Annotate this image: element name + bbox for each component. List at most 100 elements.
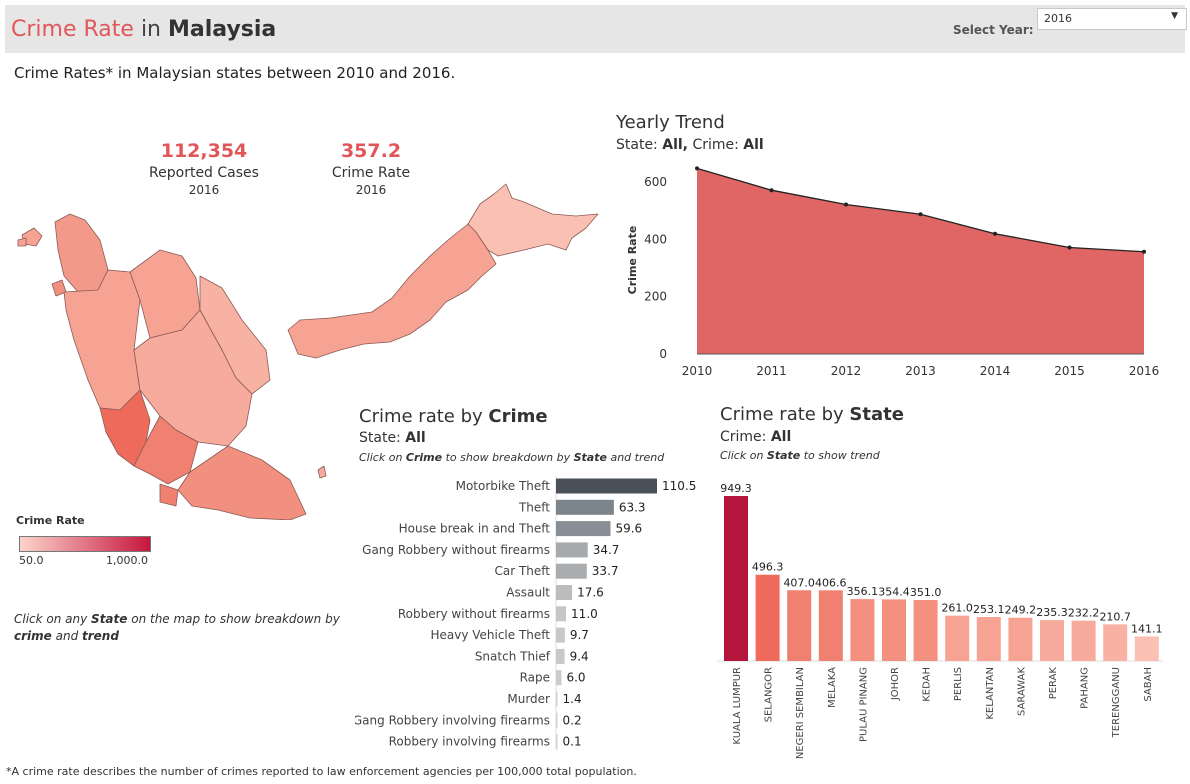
crime-category-label[interactable]: Robbery without firearms — [398, 607, 550, 621]
crime-value-label: 110.5 — [662, 479, 696, 493]
state-category-label[interactable]: JOHOR — [890, 667, 901, 701]
map-state-perak[interactable] — [63, 269, 141, 411]
crime-bar[interactable] — [556, 521, 611, 537]
state-panel-subtitle: Crime: All — [720, 429, 792, 445]
state-category-label[interactable]: PERLIS — [953, 667, 964, 701]
map-state-kedah[interactable] — [54, 213, 109, 293]
state-value-label: 261.0 — [941, 602, 973, 615]
crime-category-label[interactable]: Snatch Thief — [475, 649, 551, 663]
crime-bar[interactable] — [556, 734, 558, 750]
crime-category-label[interactable]: Car Theft — [494, 564, 550, 578]
crime-value-label: 1.4 — [563, 692, 582, 706]
crime-category-label[interactable]: Robbery involving firearms — [389, 735, 550, 749]
year-dropdown[interactable]: 2016 ▼ — [1037, 8, 1187, 30]
state-bar[interactable] — [913, 599, 938, 661]
crime-bar[interactable] — [556, 478, 657, 494]
map-island-tioman — [317, 465, 327, 479]
state-bar[interactable] — [976, 617, 1001, 661]
crime-category-label[interactable]: Gang Robbery without firearms — [362, 543, 550, 557]
trend-point[interactable] — [844, 202, 848, 207]
crime-category-label[interactable]: Murder — [507, 692, 550, 706]
crime-bar[interactable] — [556, 670, 562, 686]
crime-panel-note: Click on Crime to show breakdown by Stat… — [359, 451, 665, 464]
crime-bar[interactable] — [556, 712, 558, 728]
trend-xtick-label: 2012 — [831, 364, 862, 378]
crime-category-label[interactable]: Motorbike Theft — [456, 479, 551, 493]
state-category-label[interactable]: SABAH — [1143, 667, 1154, 702]
state-category-label[interactable]: SARAWAK — [1016, 667, 1027, 716]
kpi-rate-value: 357.2 — [340, 140, 402, 162]
chevron-down-icon[interactable]: ▼ — [1171, 11, 1178, 21]
crime-value-label: 34.7 — [593, 543, 620, 557]
state-value-label: 235.3 — [1036, 606, 1068, 619]
crime-category-label[interactable]: Gang Robbery involving firearms — [355, 713, 550, 727]
trend-xtick-label: 2014 — [980, 364, 1011, 378]
state-category-label[interactable]: MELAKA — [827, 667, 838, 708]
state-category-label[interactable]: PAHANG — [1080, 667, 1091, 709]
state-category-label[interactable]: KELANTAN — [985, 667, 996, 720]
state-category-label[interactable]: NEGERI SEMBILAN — [795, 667, 806, 759]
state-category-label[interactable]: KUALA LUMPUR — [732, 667, 743, 745]
crime-value-label: 9.4 — [570, 649, 589, 663]
year-dropdown-value: 2016 — [1044, 12, 1072, 25]
trend-xtick-label: 2016 — [1129, 364, 1160, 378]
crime-panel-title: Crime rate by Crime — [359, 406, 548, 427]
state-category-label[interactable]: PULAU PINANG — [858, 667, 869, 742]
trend-point[interactable] — [918, 212, 923, 217]
state-bar[interactable] — [945, 615, 970, 661]
trend-point[interactable] — [993, 231, 997, 236]
map-state-sarawak[interactable] — [287, 223, 497, 359]
state-bar[interactable] — [1008, 617, 1033, 661]
kpi-reported-cases: 112,354 Reported Cases 2016 — [124, 140, 284, 197]
state-category-label[interactable]: SELANGOR — [764, 667, 775, 722]
state-bar[interactable] — [755, 574, 780, 661]
footnote: *A crime rate describes the number of cr… — [6, 765, 637, 778]
crime-category-label[interactable]: Assault — [506, 586, 550, 600]
crime-category-label[interactable]: House break in and Theft — [399, 522, 551, 536]
map-legend-max: 1,000.0 — [106, 554, 148, 567]
state-bar[interactable] — [818, 590, 843, 661]
crime-bar[interactable] — [556, 606, 567, 622]
state-bar[interactable] — [1103, 624, 1128, 661]
state-bar[interactable] — [787, 590, 812, 661]
state-panel-title: Crime rate by State — [720, 404, 904, 425]
crime-bar[interactable] — [556, 585, 573, 600]
crime-value-label: 11.0 — [571, 607, 598, 621]
trend-area[interactable] — [697, 168, 1144, 354]
state-bar[interactable] — [850, 599, 875, 661]
map-legend-gradient — [19, 536, 151, 552]
crime-value-label: 59.6 — [615, 522, 642, 536]
trend-point[interactable] — [769, 188, 774, 193]
trend-ylabel: Crime Rate — [626, 226, 639, 295]
map-state-johor[interactable] — [177, 445, 307, 520]
state-bar[interactable] — [1134, 636, 1159, 661]
crime-category-label[interactable]: Heavy Vehicle Theft — [430, 628, 550, 642]
state-bar[interactable] — [882, 599, 906, 661]
state-category-label[interactable]: TERENGGANU — [1111, 667, 1122, 738]
state-bar[interactable] — [1071, 620, 1096, 661]
state-bar[interactable] — [1040, 620, 1064, 661]
trend-point[interactable] — [1142, 249, 1146, 254]
page-title: Crime Rate in Malaysia — [11, 17, 276, 42]
crime-value-label: 0.1 — [563, 735, 582, 749]
state-value-label: 141.1 — [1131, 622, 1163, 635]
state-bar[interactable] — [724, 496, 748, 661]
crime-category-label[interactable]: Rape — [520, 671, 550, 685]
map-state-sabah[interactable] — [467, 183, 599, 257]
trend-point[interactable] — [695, 166, 699, 171]
crime-bar[interactable] — [556, 648, 565, 664]
crime-category-label[interactable]: Theft — [518, 500, 550, 514]
kpi-crime-rate: 357.2 Crime Rate 2016 — [291, 140, 451, 197]
state-category-label[interactable]: PERAK — [1048, 667, 1059, 700]
trend-title: Yearly Trend — [616, 112, 725, 133]
crime-bar[interactable] — [556, 563, 587, 579]
crime-bar[interactable] — [556, 499, 614, 515]
state-category-label[interactable]: KEDAH — [922, 667, 933, 702]
crime-bar[interactable] — [556, 542, 588, 558]
crime-bar[interactable] — [556, 627, 565, 643]
crime-value-label: 63.3 — [619, 500, 646, 514]
trend-ytick-label: 0 — [659, 347, 667, 361]
trend-point[interactable] — [1067, 245, 1072, 250]
crime-bar[interactable] — [556, 691, 558, 707]
map-state-melaka[interactable] — [159, 483, 179, 507]
